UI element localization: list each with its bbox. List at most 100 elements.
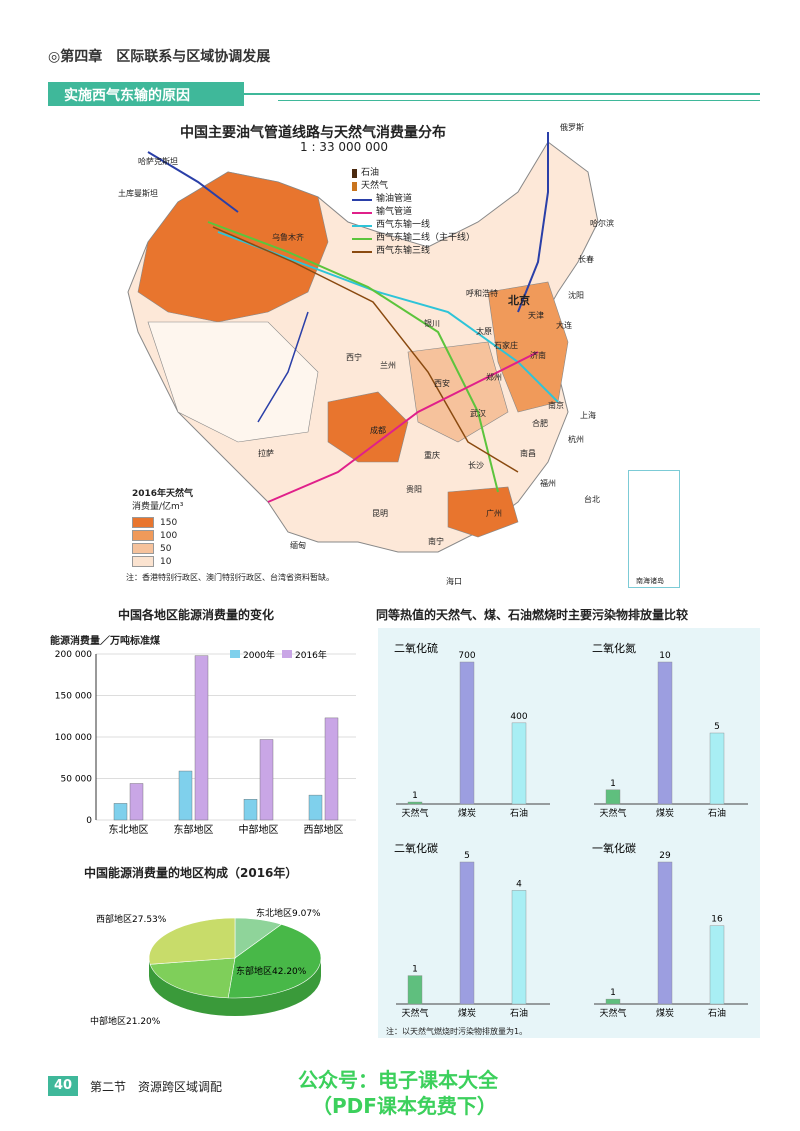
place-label: 南宁	[428, 537, 444, 546]
pie-label: 东部地区42.20%	[236, 965, 307, 977]
region-tibet	[147, 321, 319, 443]
y-tick-label: 150 000	[55, 692, 92, 702]
place-label: 哈尔滨	[590, 219, 614, 228]
place-label: 长沙	[468, 461, 484, 470]
pollutant-value: 16	[711, 915, 723, 925]
place-label: 重庆	[424, 451, 440, 460]
place-label: 海口	[446, 577, 462, 586]
legend-swatch	[230, 650, 240, 658]
pollutant-category: 天然气	[599, 807, 626, 819]
pollutant-value: 10	[659, 651, 671, 661]
bar	[178, 770, 193, 821]
consumption-level: 100	[132, 529, 193, 542]
place-label: 西宁	[346, 353, 362, 362]
region-guangdong	[447, 486, 519, 538]
legend-label: 天然气	[361, 181, 389, 191]
legend-line-swatch	[352, 250, 372, 253]
chapter-heading: ◎第四章 区际联系与区域协调发展	[48, 49, 271, 65]
pie-label: 西部地区27.53%	[96, 913, 167, 925]
legend-label: 输气管道	[376, 207, 413, 217]
place-label: 福州	[540, 479, 556, 488]
gas-icon	[352, 182, 357, 191]
bar	[194, 655, 209, 821]
x-tick-label: 西部地区	[304, 823, 344, 836]
banner-rule-thin	[278, 100, 760, 101]
place-label: 台北	[584, 495, 600, 504]
pollutant-bar	[657, 861, 673, 1005]
legend-line-swatch	[352, 198, 372, 201]
consumption-level: 50	[132, 542, 193, 555]
place-label: 长春	[578, 255, 594, 264]
pollutant-panel	[378, 628, 760, 1038]
pollutant-value: 1	[610, 988, 616, 998]
place-label: 上海	[580, 411, 596, 420]
pollutant-category: 石油	[708, 807, 726, 819]
pollutant-note: 注：以天然气燃烧时污染物排放量为1。	[386, 1027, 528, 1036]
consumption-value: 50	[160, 543, 172, 554]
pollutant-category: 石油	[510, 1007, 528, 1019]
place-label: 缅甸	[290, 541, 306, 550]
place-label: 贵阳	[406, 485, 422, 494]
section-banner: 实施西气东输的原因	[48, 82, 760, 106]
x-tick-label: 东部地区	[174, 823, 214, 836]
section-title: 实施西气东输的原因	[64, 88, 190, 104]
pollutant-value: 5	[714, 722, 720, 732]
region-xinjiang	[137, 171, 329, 323]
legend-label: 西气东输二线（主干线）	[376, 233, 476, 243]
pollutant-category: 天然气	[401, 807, 428, 819]
legend-line-swatch	[352, 224, 372, 227]
pollutant-category: 煤炭	[656, 807, 674, 819]
bar	[113, 803, 128, 821]
place-label: 天津	[528, 311, 544, 320]
map-legend-item: 输气管道	[352, 206, 475, 219]
y-tick-label: 100 000	[55, 733, 92, 743]
pipeline-oil	[517, 132, 549, 313]
regional-bar-chart: 0 50 000 100 000 150 000 200 000 东北地区 东部地区 中部地区…	[55, 649, 356, 836]
consumption-legend-title: 2016年天然气	[132, 489, 194, 499]
pie-label: 中部地区21.20%	[90, 1015, 161, 1027]
legend-label: 西气东输三线	[376, 246, 431, 256]
place-label: 呼和浩特	[466, 289, 498, 298]
inset-label: 南海诸岛	[636, 577, 664, 585]
consumption-swatch	[132, 543, 154, 554]
place-label: 银川	[424, 319, 440, 328]
y-tick-label: 200 000	[55, 650, 92, 660]
pipeline-west-east-1	[217, 231, 559, 403]
map-legend-item: 西气东输二线（主干线）	[352, 232, 475, 245]
place-label: 昆明	[372, 509, 388, 518]
legend-swatch	[282, 650, 292, 658]
pipeline-west-east-3	[212, 226, 519, 473]
pollutant-bar	[407, 975, 423, 1005]
page-number: 40	[48, 1076, 78, 1096]
watermark-line1: 公众号：电子课本大全	[298, 1068, 498, 1092]
consumption-legend-unit: 消费量/亿m³	[132, 502, 184, 512]
pie-chart-title: 中国能源消费量的地区构成（2016年）	[84, 866, 298, 880]
place-label: 太原	[476, 327, 492, 336]
pollutant-bar	[709, 925, 725, 1005]
legend-label: 2000年	[243, 649, 275, 661]
pollutant-value: 400	[510, 712, 527, 722]
map-legend-item: 西气东输一线	[352, 219, 475, 232]
pollutant-value: 29	[659, 851, 671, 861]
y-tick-label: 50 000	[61, 775, 93, 785]
place-label: 济南	[530, 351, 546, 360]
pipeline-west-east-2	[207, 221, 499, 493]
pie-label: 东北地区9.07%	[256, 907, 321, 919]
energy-pie-chart: 东北地区9.07% 东部地区42.20% 中部地区21.20% 西部地区27.53%	[90, 907, 322, 1027]
place-label: 大连	[556, 321, 572, 330]
pollutant-bar	[605, 789, 621, 805]
bar	[243, 799, 258, 821]
place-label: 石家庄	[494, 341, 518, 350]
legend-label: 石油	[361, 168, 380, 178]
pollutant-value: 1	[610, 779, 616, 789]
consumption-value: 150	[160, 517, 178, 528]
pollutant-bar	[407, 801, 423, 805]
pollutant-bar	[657, 661, 673, 805]
map-legend-item: 石油	[352, 167, 475, 180]
pie-slice	[149, 957, 236, 999]
place-label: 成都	[370, 426, 386, 435]
bar	[324, 717, 339, 821]
place-label: 乌鲁木齐	[272, 233, 304, 242]
x-tick-label: 东北地区	[109, 823, 149, 836]
watermark-line2: （PDF课本免费下）	[312, 1094, 497, 1118]
